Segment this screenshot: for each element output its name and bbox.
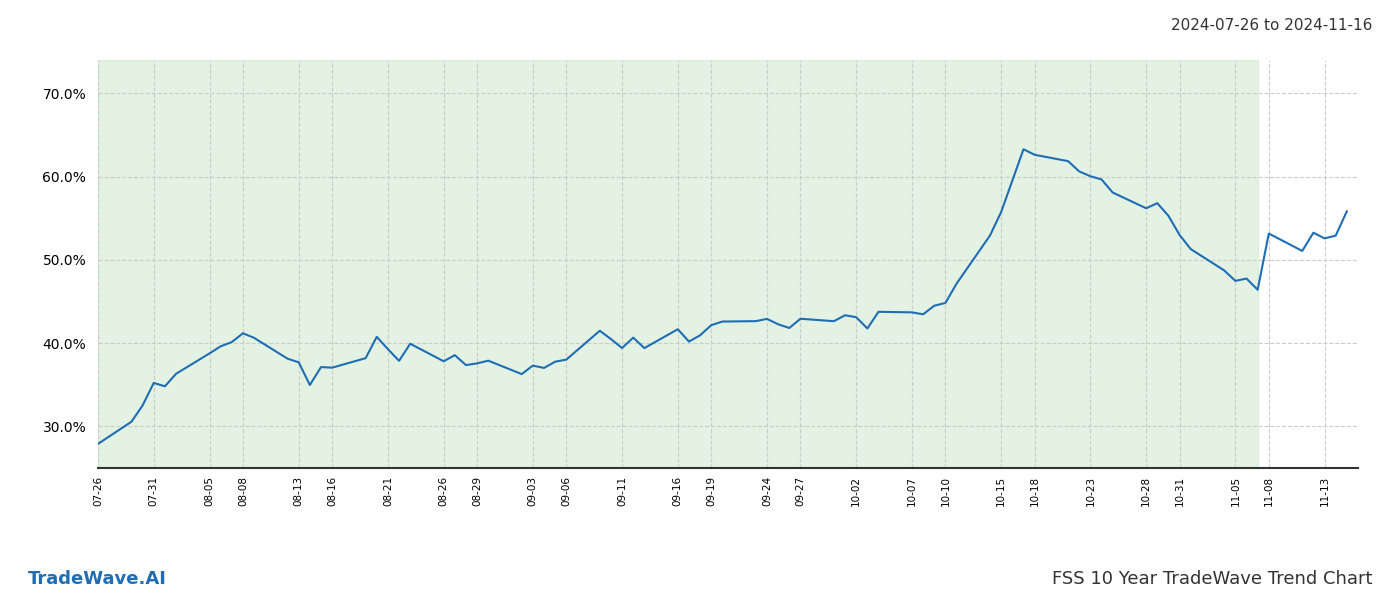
Text: TradeWave.AI: TradeWave.AI (28, 570, 167, 588)
Text: 2024-07-26 to 2024-11-16: 2024-07-26 to 2024-11-16 (1170, 18, 1372, 33)
Text: FSS 10 Year TradeWave Trend Chart: FSS 10 Year TradeWave Trend Chart (1051, 570, 1372, 588)
Bar (98, 60, 1257, 468)
